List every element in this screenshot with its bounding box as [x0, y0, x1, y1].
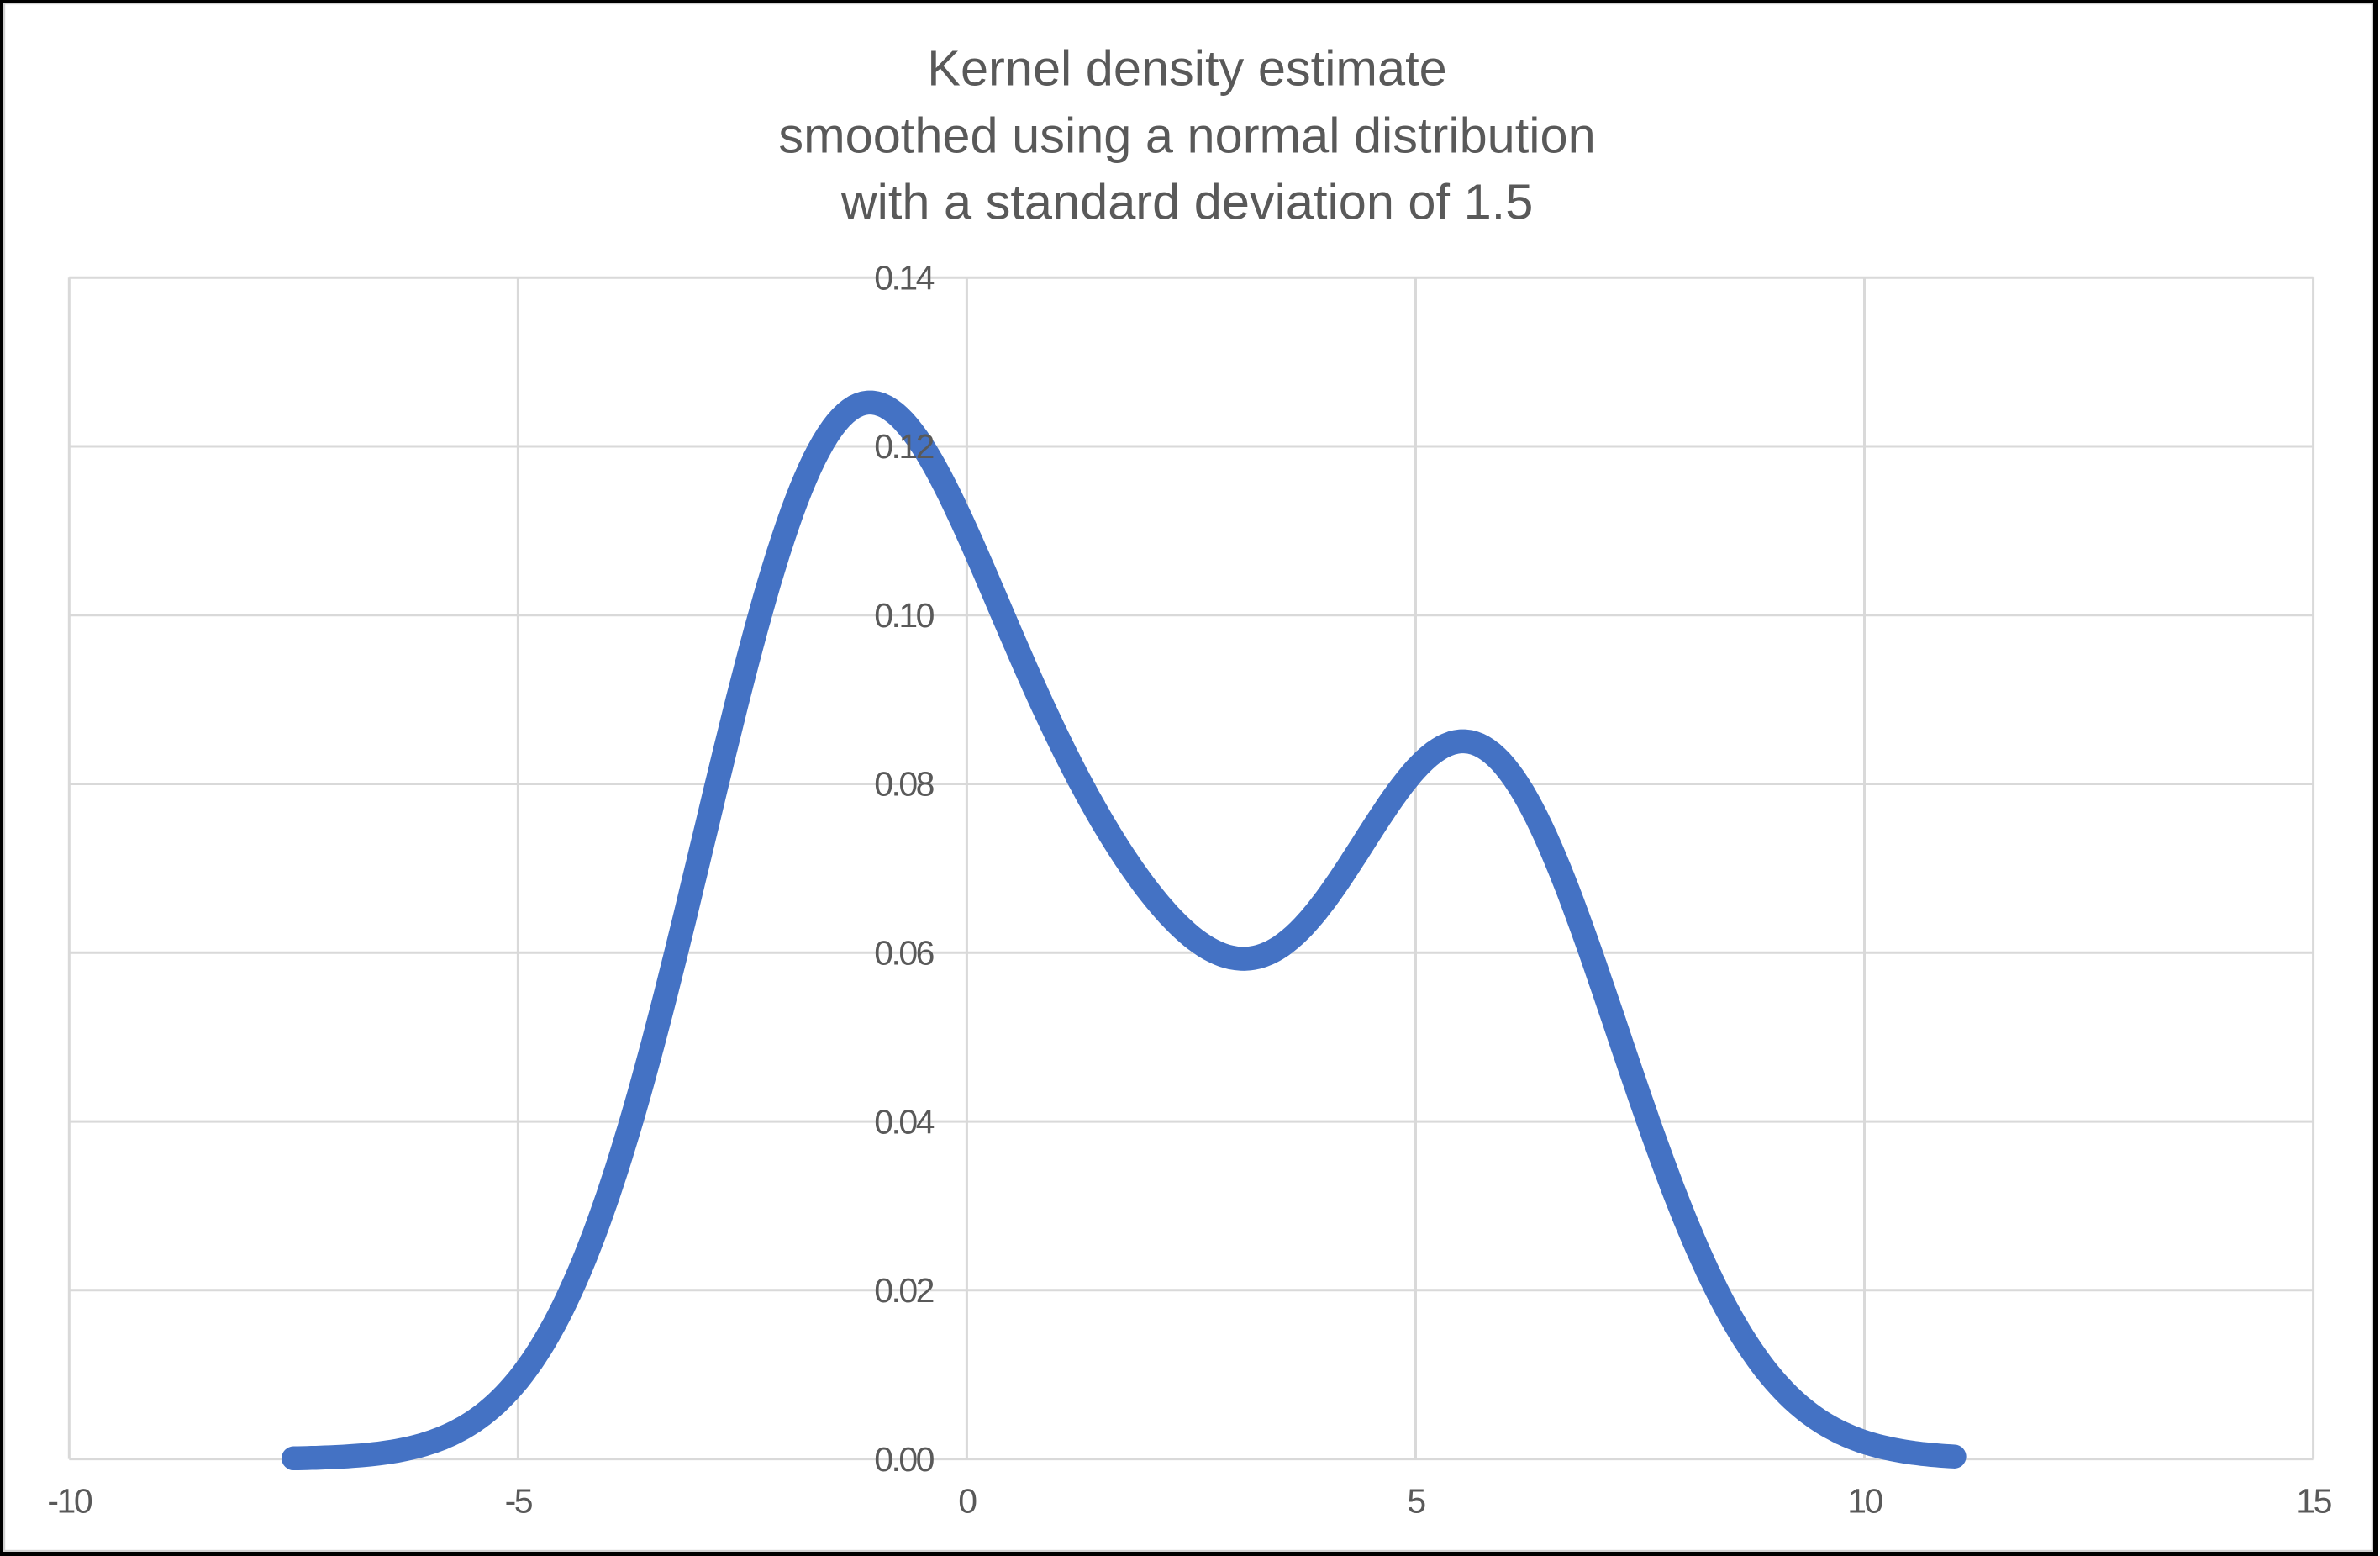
svg-text:0: 0 [958, 1482, 977, 1521]
svg-text:0.14: 0.14 [874, 258, 934, 297]
svg-text:0.04: 0.04 [874, 1102, 934, 1141]
svg-text:15: 15 [2296, 1482, 2331, 1521]
svg-text:0.02: 0.02 [874, 1271, 933, 1310]
svg-text:Kernel density estimate: Kernel density estimate [927, 40, 1446, 97]
svg-text:0.12: 0.12 [874, 427, 933, 466]
svg-text:0.10: 0.10 [874, 596, 934, 635]
svg-text:0.08: 0.08 [874, 765, 934, 804]
svg-text:0.00: 0.00 [874, 1440, 934, 1479]
svg-text:10: 10 [1847, 1482, 1882, 1521]
svg-text:5: 5 [1407, 1482, 1425, 1521]
svg-text:0.06: 0.06 [874, 934, 933, 973]
svg-text:with a standard deviation of 1: with a standard deviation of 1.5 [840, 174, 1534, 230]
svg-text:-5: -5 [505, 1482, 533, 1521]
svg-text:-10: -10 [47, 1482, 92, 1521]
svg-text:smoothed using a normal distri: smoothed using a normal distribution [778, 108, 1595, 164]
